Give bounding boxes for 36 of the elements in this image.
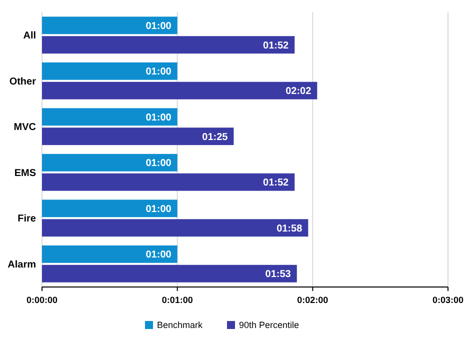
- legend-label: 90th Percentile: [239, 320, 300, 330]
- bar: [42, 154, 178, 172]
- x-tick-label: 0:02:00: [297, 295, 328, 305]
- data-label: 01:00: [146, 250, 172, 261]
- data-label: 01:52: [263, 178, 290, 189]
- bar: [42, 200, 178, 218]
- y-tick-label: Fire: [18, 214, 36, 225]
- bar: [42, 219, 308, 237]
- data-label: 01:00: [146, 158, 172, 170]
- data-label: 01:53: [265, 269, 292, 280]
- y-tick-label: Other: [9, 76, 36, 88]
- data-label: 01:00: [146, 66, 172, 78]
- y-tick-label: Alarm: [8, 259, 36, 270]
- x-tick-label: 0:00:00: [26, 295, 58, 305]
- y-tick-label: MVC: [14, 122, 36, 134]
- legend-label: Benchmark: [157, 320, 204, 330]
- data-label: 01:00: [146, 204, 172, 215]
- data-label: 01:58: [276, 223, 303, 234]
- bar: [42, 264, 297, 282]
- data-label: 02:02: [286, 86, 312, 98]
- bar: [42, 108, 178, 126]
- bar: [42, 62, 178, 80]
- x-tick-label: 0:01:00: [162, 295, 193, 305]
- data-label: 01:52: [263, 40, 290, 52]
- y-tick-label: All: [23, 30, 36, 42]
- x-tick-label: 0:03:00: [432, 295, 464, 305]
- bar: [42, 82, 318, 100]
- bar: [42, 16, 178, 34]
- data-label: 01:00: [146, 112, 172, 124]
- data-label: 01:25: [202, 132, 228, 143]
- y-tick-label: EMS: [14, 168, 36, 179]
- data-label: 01:00: [146, 20, 172, 32]
- bar: [42, 36, 295, 54]
- bar: [42, 245, 178, 263]
- bar: [42, 173, 295, 191]
- bar: [42, 128, 234, 146]
